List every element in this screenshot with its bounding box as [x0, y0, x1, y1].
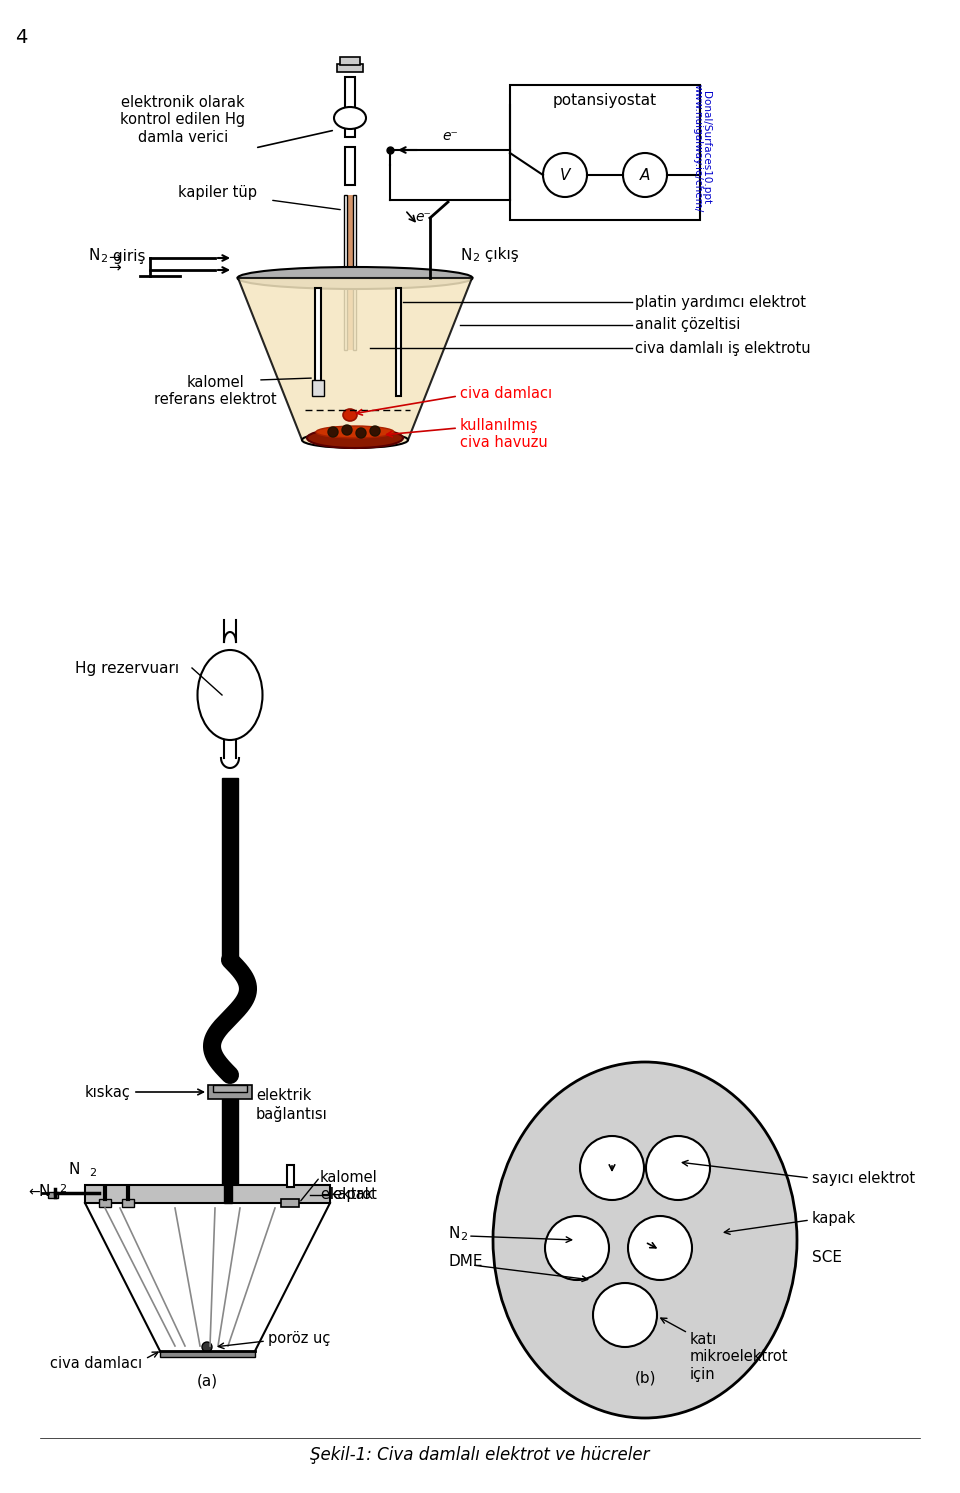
Bar: [345, 78, 355, 137]
Text: (a): (a): [197, 1374, 218, 1388]
Text: 2: 2: [472, 252, 479, 263]
Text: civa damlalı iş elektrotu: civa damlalı iş elektrotu: [635, 340, 810, 355]
Text: (b): (b): [635, 1371, 656, 1386]
Text: →: →: [108, 260, 121, 276]
Text: N: N: [38, 1184, 50, 1199]
Ellipse shape: [237, 267, 472, 290]
Bar: [353, 196, 356, 349]
Circle shape: [646, 1136, 710, 1200]
Text: 2: 2: [89, 1168, 96, 1178]
Ellipse shape: [493, 1062, 797, 1418]
Bar: [48, 1191, 58, 1197]
Text: www.nuigalway.ie/chem/: www.nuigalway.ie/chem/: [693, 84, 703, 212]
Bar: [281, 1199, 299, 1206]
Text: elektronik olarak
kontrol edilen Hg
damla verici: elektronik olarak kontrol edilen Hg daml…: [120, 96, 246, 145]
Bar: [396, 288, 401, 396]
Bar: [315, 288, 321, 387]
Circle shape: [628, 1215, 692, 1280]
Text: platin yardımcı elektrot: platin yardımcı elektrot: [635, 294, 806, 309]
Circle shape: [202, 1342, 212, 1353]
Text: 4: 4: [15, 28, 28, 46]
Bar: [340, 57, 360, 66]
Circle shape: [623, 152, 667, 197]
Text: kıskaç: kıskaç: [84, 1084, 130, 1099]
Ellipse shape: [334, 107, 366, 128]
Circle shape: [543, 152, 587, 197]
Text: elektrik
bağlantısı: elektrik bağlantısı: [256, 1088, 327, 1121]
Text: giriş: giriş: [108, 248, 146, 263]
Ellipse shape: [302, 431, 408, 448]
Text: civa damlасı: civa damlасı: [460, 385, 552, 400]
Bar: [222, 1088, 238, 1200]
Bar: [85, 1185, 330, 1203]
Bar: [337, 64, 363, 72]
Ellipse shape: [198, 649, 262, 741]
Text: potansiyostat: potansiyostat: [553, 93, 657, 107]
Text: çıkış: çıkış: [480, 248, 518, 263]
Text: analit çözeltisi: analit çözeltisi: [635, 318, 740, 333]
Text: kapak: kapak: [330, 1187, 374, 1202]
Circle shape: [580, 1136, 644, 1200]
Bar: [312, 381, 324, 396]
Circle shape: [342, 426, 352, 434]
Text: N: N: [460, 248, 471, 263]
Bar: [222, 778, 238, 960]
Text: poröz uç: poröz uç: [268, 1332, 330, 1347]
Text: Şekil-1: Civa damlalı elektrot ve hücreler: Şekil-1: Civa damlalı elektrot ve hücrel…: [310, 1447, 650, 1465]
Text: civa damlасı: civa damlасı: [50, 1356, 142, 1371]
Circle shape: [545, 1215, 609, 1280]
Text: Hg rezervuarı: Hg rezervuarı: [75, 660, 180, 675]
Text: →: →: [108, 251, 121, 266]
Text: SCE: SCE: [812, 1251, 842, 1266]
Bar: [345, 146, 355, 185]
Bar: [224, 1182, 232, 1203]
Bar: [510, 85, 700, 219]
Text: kalomel
elektrot: kalomel elektrot: [320, 1171, 377, 1202]
Text: kapiler tüp: kapiler tüp: [179, 185, 257, 200]
Bar: [99, 1199, 111, 1206]
Text: kullanılmış
civa havuzu: kullanılmış civa havuzu: [460, 418, 548, 451]
Ellipse shape: [316, 426, 394, 437]
Bar: [287, 1165, 294, 1187]
Text: e⁻: e⁻: [415, 211, 431, 224]
Text: N: N: [88, 248, 100, 263]
Text: 2: 2: [100, 254, 108, 264]
Text: DME: DME: [448, 1254, 483, 1269]
Circle shape: [328, 427, 338, 437]
Text: kapak: kapak: [812, 1211, 856, 1226]
Bar: [347, 196, 353, 349]
Bar: [213, 1085, 247, 1091]
Text: V: V: [560, 167, 570, 182]
Text: katı
mikroelektrot
için: katı mikroelektrot için: [690, 1332, 788, 1383]
Polygon shape: [238, 278, 472, 440]
Bar: [344, 196, 347, 349]
Text: ←: ←: [29, 1185, 40, 1199]
Bar: [122, 1199, 134, 1206]
Text: A: A: [639, 167, 650, 182]
Text: N: N: [448, 1226, 460, 1241]
Text: N: N: [68, 1163, 80, 1178]
Ellipse shape: [307, 428, 403, 448]
Circle shape: [356, 428, 366, 437]
Text: 2: 2: [460, 1232, 468, 1242]
Ellipse shape: [343, 409, 357, 421]
Bar: [160, 1351, 255, 1357]
Circle shape: [593, 1282, 657, 1347]
Text: e⁻: e⁻: [442, 128, 458, 143]
Text: Donal/Surfaces10.ppt: Donal/Surfaces10.ppt: [701, 91, 711, 205]
Text: 2: 2: [59, 1184, 66, 1194]
Circle shape: [370, 426, 380, 436]
Bar: [208, 1085, 252, 1099]
Text: sayıcı elektrot: sayıcı elektrot: [812, 1171, 915, 1185]
Text: kalomel
referans elektrot: kalomel referans elektrot: [154, 375, 276, 408]
